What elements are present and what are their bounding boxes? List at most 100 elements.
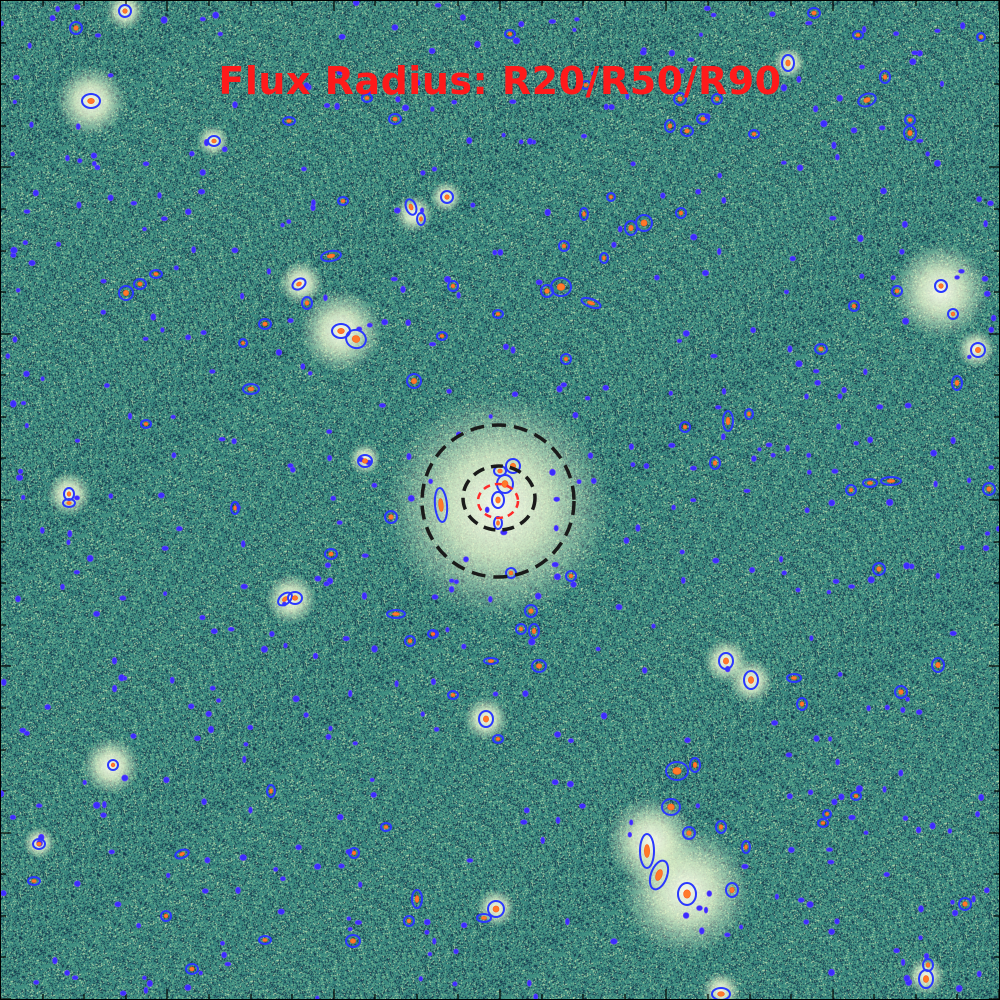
source-dot	[449, 578, 455, 583]
source-dot	[595, 646, 601, 652]
source-ellipse	[682, 826, 696, 840]
source-ellipse	[951, 375, 963, 391]
source-dot	[210, 628, 218, 635]
source-dot	[743, 488, 751, 494]
source-ellipse	[140, 419, 152, 429]
source-dot	[950, 436, 956, 445]
source-ellipse	[715, 820, 727, 834]
source-dot	[959, 545, 965, 551]
source-dot	[342, 635, 350, 642]
source-dot	[111, 684, 118, 693]
source-ellipse	[891, 285, 903, 297]
source-dot	[947, 828, 953, 834]
source-dot	[812, 369, 820, 374]
source-dot	[157, 492, 165, 499]
source-dot	[487, 595, 493, 603]
source-dot	[184, 984, 192, 991]
source-dot	[933, 159, 941, 167]
source-ellipse	[133, 278, 147, 290]
source-dot	[654, 274, 660, 281]
source-ellipse	[492, 734, 504, 744]
source-dot	[273, 867, 279, 872]
source-dot	[370, 792, 377, 798]
source-dot	[326, 429, 333, 434]
source-dot	[805, 20, 813, 26]
source-dot	[231, 247, 239, 254]
source-dot	[432, 937, 437, 945]
source-ellipse	[580, 296, 602, 310]
source-dot	[443, 275, 451, 283]
source-dot	[703, 906, 709, 914]
source-dot	[765, 442, 773, 448]
source-ellipse	[814, 343, 828, 355]
source-dot	[77, 158, 83, 164]
source-dot	[534, 592, 542, 600]
source-dot	[185, 208, 192, 216]
source-dot	[460, 922, 468, 929]
source-dot	[528, 638, 536, 646]
source-dot	[820, 120, 828, 128]
source-ellipse	[384, 510, 398, 524]
source-dot	[679, 67, 685, 74]
source-ellipse	[427, 629, 439, 639]
source-dot	[470, 202, 476, 208]
source-dot	[218, 437, 226, 442]
source-dot	[90, 152, 98, 159]
source-dot	[136, 922, 142, 929]
source-dot	[198, 188, 206, 195]
source-dot	[240, 540, 246, 548]
source-dot	[806, 469, 812, 475]
source-ellipse	[380, 822, 392, 832]
source-ellipse	[560, 353, 572, 365]
source-ellipse	[970, 342, 986, 358]
source-ellipse	[550, 277, 572, 297]
source-dot	[680, 576, 686, 584]
source-dot	[209, 685, 216, 691]
source-dot	[834, 918, 840, 925]
source-dot	[684, 737, 691, 744]
source-dot	[668, 442, 676, 449]
source-dot	[1, 890, 7, 897]
source-dot	[104, 383, 110, 388]
source-dot	[5, 353, 11, 359]
source-dot	[567, 738, 574, 744]
source-dot	[303, 712, 309, 718]
source-ellipse	[160, 910, 172, 922]
source-dot	[200, 330, 207, 336]
source-dot	[287, 318, 294, 324]
source-ellipse	[931, 657, 945, 673]
source-dot	[602, 384, 610, 391]
source-dot	[721, 387, 727, 395]
source-dot	[448, 586, 455, 593]
source-dot	[884, 704, 890, 711]
source-dot	[407, 494, 415, 502]
source-dot	[551, 779, 559, 786]
source-ellipse	[947, 308, 959, 320]
source-ellipse	[857, 92, 877, 108]
source-dot	[354, 919, 363, 925]
source-dot	[307, 371, 313, 376]
source-dot	[193, 735, 201, 742]
source-dot	[690, 233, 698, 241]
source-dot	[695, 803, 701, 809]
source-ellipse	[266, 784, 276, 798]
source-dot	[401, 104, 410, 112]
source-dot	[590, 70, 598, 77]
source-dot	[60, 583, 65, 591]
source-ellipse	[718, 652, 734, 670]
source-ellipse	[880, 476, 902, 486]
source-dot	[400, 285, 406, 294]
source-ellipse	[291, 277, 307, 291]
source-dot	[330, 495, 337, 501]
source-ellipse	[903, 125, 917, 141]
source-dot	[428, 342, 437, 347]
source-dot	[160, 16, 168, 24]
source-dot	[861, 25, 867, 33]
source-ellipse	[118, 4, 132, 18]
source-dot	[565, 917, 570, 926]
source-dot	[804, 507, 810, 514]
source-ellipse	[606, 192, 616, 202]
source-dot	[778, 555, 784, 563]
source-dot	[635, 524, 641, 532]
source-dot	[876, 404, 884, 410]
